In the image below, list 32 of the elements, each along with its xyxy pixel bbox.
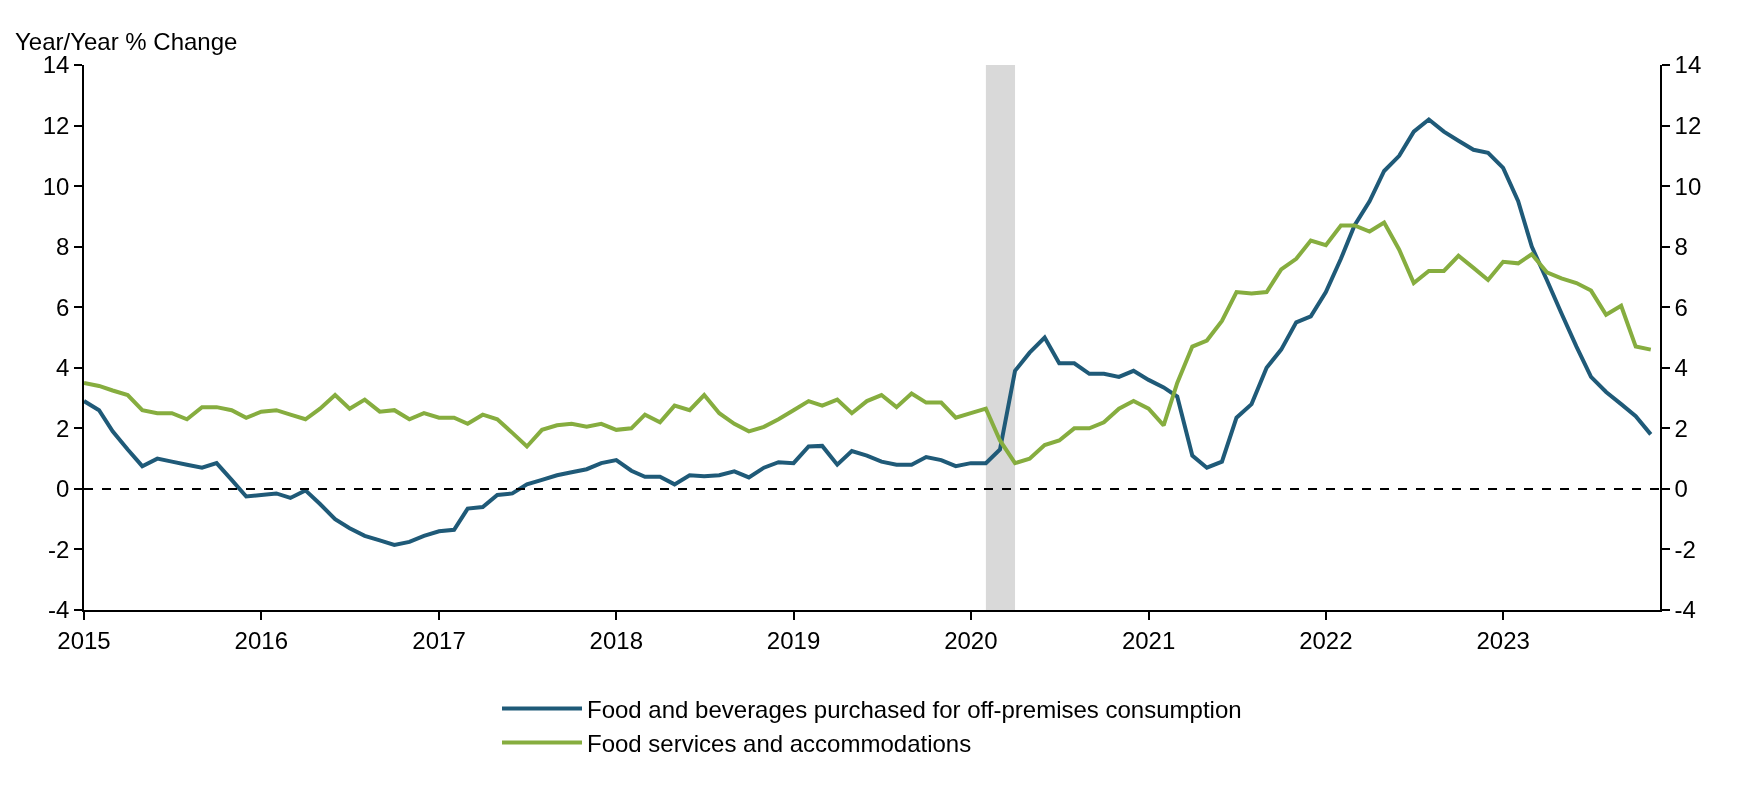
y2-tick-label: 6 [1674, 293, 1688, 321]
x-tick-label: 2021 [1121, 626, 1176, 654]
y-tick-label: 10 [42, 172, 70, 200]
y2-tick-label: 2 [1674, 414, 1688, 442]
y2-tick-label: 0 [1674, 475, 1688, 503]
x-tick-label: 2023 [1476, 626, 1530, 654]
y2-tick-label: 8 [1674, 233, 1688, 261]
y-tick-label: 0 [56, 475, 70, 503]
x-tick-label: 2019 [766, 626, 821, 654]
line-series [84, 220, 1653, 466]
y2-tick-label: 10 [1674, 172, 1702, 200]
y-tick-label: 12 [42, 111, 70, 139]
y-tick-label: 2 [56, 414, 70, 442]
x-tick-label: 2018 [589, 626, 643, 654]
x-tick-label: 2017 [412, 626, 466, 654]
legend-label: Food and beverages purchased for off-premises consumption [587, 695, 1242, 723]
y-tick-label: 8 [56, 233, 70, 261]
x-tick-label: 2022 [1299, 626, 1353, 654]
x-tick-label: 2016 [234, 626, 288, 654]
line-series [84, 117, 1653, 547]
y-tick-label: -4 [48, 596, 70, 624]
y-tick-label: 6 [56, 293, 70, 321]
y2-tick-label: -2 [1674, 535, 1696, 563]
y-tick-label: 4 [56, 354, 70, 382]
x-tick-label: 2015 [57, 626, 111, 654]
y2-tick-label: -4 [1674, 596, 1696, 624]
legend-label: Food services and accommodations [587, 729, 972, 757]
y2-tick-label: 12 [1674, 111, 1702, 139]
x-tick-label: 2020 [944, 626, 998, 654]
y2-tick-label: 14 [1674, 51, 1702, 79]
y-tick-label: -2 [48, 535, 70, 563]
y2-tick-label: 4 [1674, 354, 1688, 382]
